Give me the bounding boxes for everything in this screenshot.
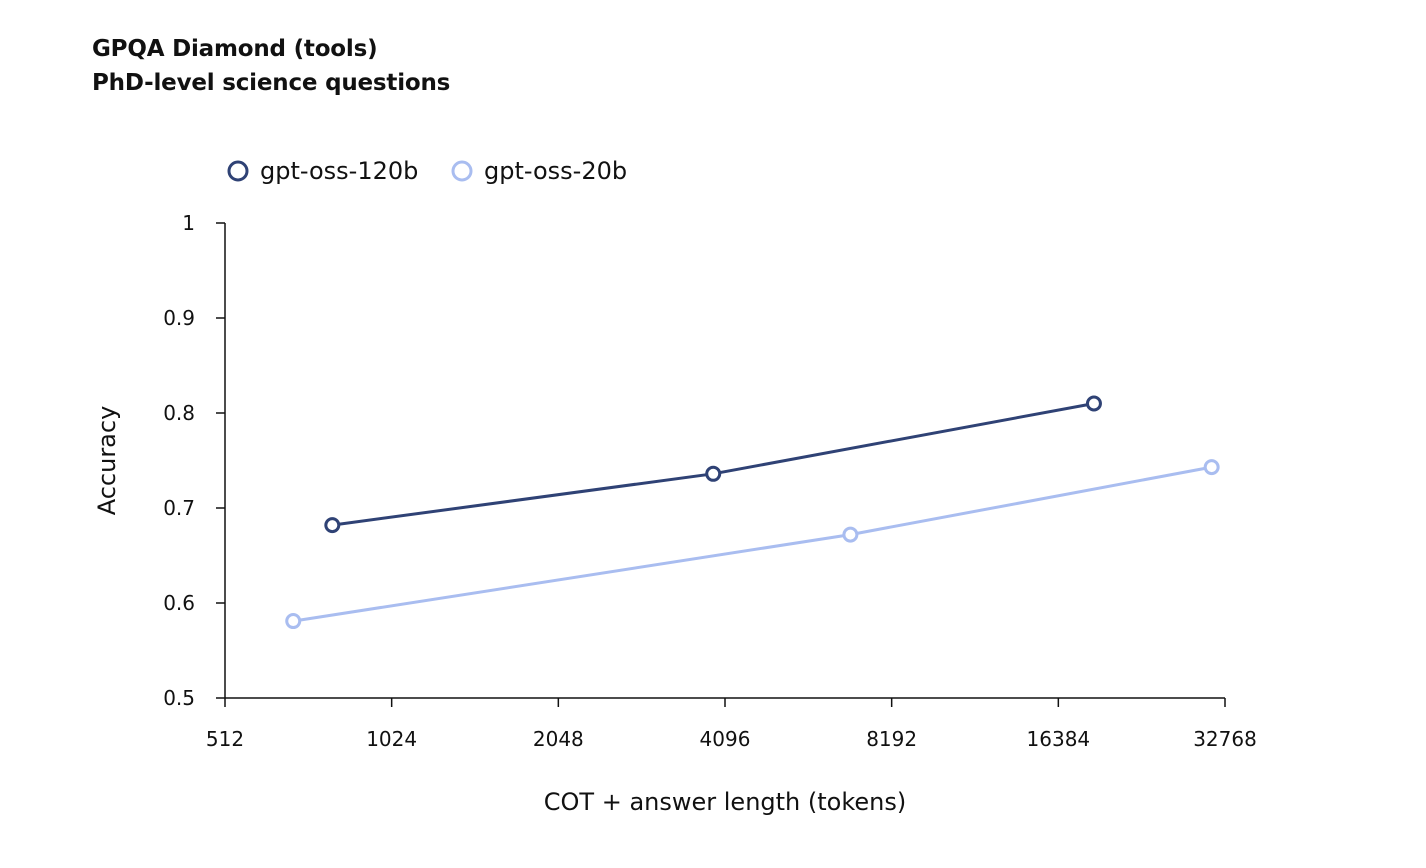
- x-tick-label: 4096: [700, 727, 751, 751]
- x-axis-label: COT + answer length (tokens): [544, 788, 906, 816]
- legend-marker-icon: [451, 160, 473, 182]
- chart-subtitle: PhD-level science questions: [92, 70, 451, 96]
- x-tick-label: 8192: [866, 727, 917, 751]
- y-tick-label: 0.7: [163, 496, 195, 520]
- chart-axes: 0.5 0.6 0.7 0.8 0.9 1 512 1024 2048 4096 8192 16384…: [163, 211, 1257, 751]
- data-point: [285, 613, 302, 630]
- data-point: [705, 465, 722, 482]
- series-line: [292, 465, 1212, 623]
- legend-item: gpt-oss-20b: [451, 157, 627, 185]
- series-gpt-oss-20b: [285, 459, 1220, 630]
- data-point: [1203, 459, 1220, 476]
- x-tick-label: 32768: [1193, 727, 1257, 751]
- series-gpt-oss-120b: [324, 395, 1102, 534]
- legend-label: gpt-oss-20b: [484, 157, 627, 185]
- data-point: [324, 517, 341, 534]
- y-tick-label: 0.8: [163, 401, 195, 425]
- legend-item: gpt-oss-120b: [227, 157, 418, 185]
- y-tick-label: 0.5: [163, 686, 195, 710]
- y-tick-label: 0.6: [163, 591, 195, 615]
- data-point: [1085, 395, 1102, 412]
- series-line: [332, 402, 1095, 527]
- chart-legend: gpt-oss-120b gpt-oss-20b: [227, 157, 627, 185]
- y-tick-label: 1: [182, 211, 195, 235]
- x-tick-label: 2048: [533, 727, 584, 751]
- data-point: [842, 526, 859, 543]
- chart-title-block: GPQA Diamond (tools) PhD-level science q…: [92, 32, 450, 100]
- x-tick-label: 1024: [366, 727, 417, 751]
- y-axis-label: Accuracy: [93, 406, 121, 516]
- x-tick-label: 16384: [1027, 727, 1091, 751]
- legend-marker-icon: [227, 160, 249, 182]
- legend-label: gpt-oss-120b: [260, 157, 418, 185]
- y-tick-label: 0.9: [163, 306, 195, 330]
- chart-series-layer: [285, 395, 1220, 630]
- chart-title: GPQA Diamond (tools): [92, 36, 378, 62]
- x-tick-label: 512: [206, 727, 244, 751]
